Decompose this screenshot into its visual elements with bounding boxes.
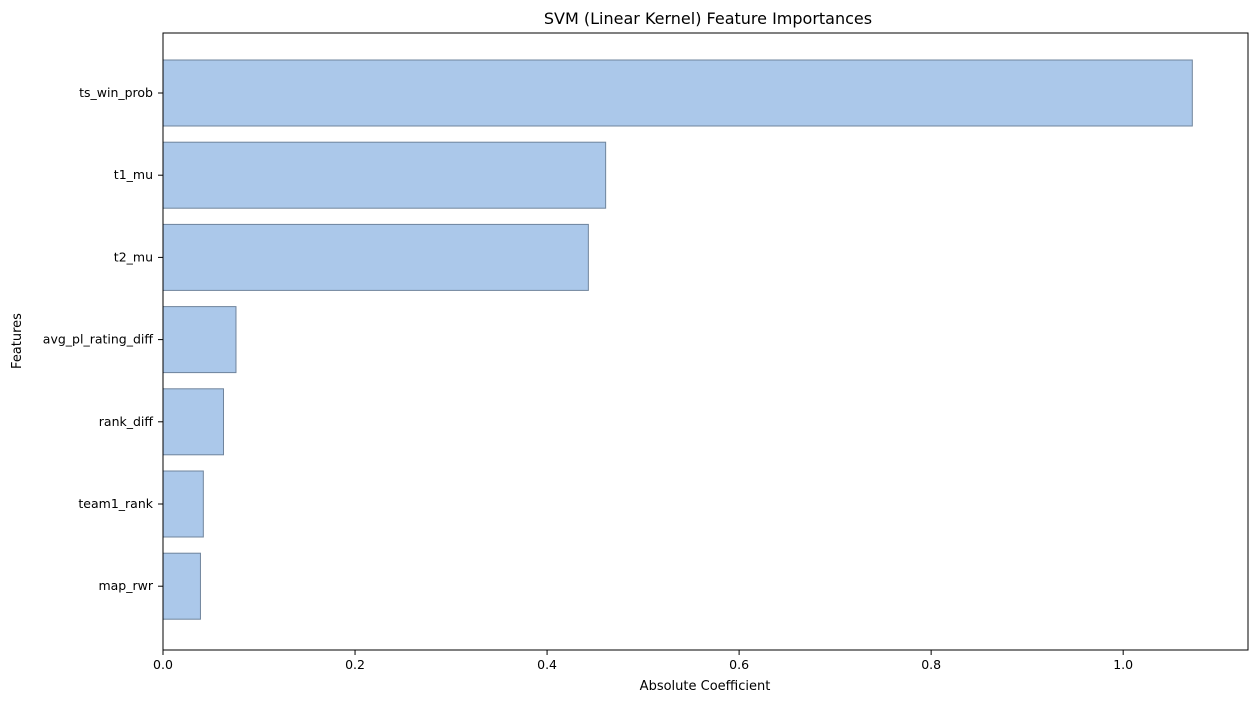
bars-layer [162,59,1193,620]
y-tick-label: rank_diff [99,414,154,429]
y-axis-label: Features [10,313,25,369]
y-tick-label: avg_pl_rating_diff [43,332,154,347]
x-tick-label: 1.0 [1113,657,1133,672]
x-tick-label: 0.8 [921,657,941,672]
y-ticks: ts_win_prob t1_mu t2_mu avg_pl_rating_diffr… [43,85,163,593]
bar-t2-mu [162,223,589,291]
plot-frame [162,32,1249,651]
bar-t1-mu [162,141,607,209]
bar-avg-pl-rating-diff [162,306,237,374]
bar-rank-diff [162,388,224,456]
x-axis-label: Absolute Coefficient [640,679,771,694]
x-tick-label: 0.2 [345,657,365,672]
bar-ts-win-prob [162,59,1193,127]
y-tick-label: t2_mu [114,249,153,264]
x-tick-label: 0.0 [153,657,173,672]
x-tick-label: 0.4 [537,657,557,672]
y-tick-label: t1_mu [114,167,153,182]
bar-team1-rank [162,470,204,538]
x-ticks: 0.0 0.2 0.4 0.6 0.8 1.0 [153,650,1133,672]
chart-title: SVM (Linear Kernel) Feature Importances [544,9,872,28]
y-tick-label: ts_win_prob [79,85,153,100]
y-tick-label: map_rwr [98,578,153,593]
x-tick-label: 0.6 [729,657,749,672]
y-tick-label: team1_rank [78,496,153,511]
bar-map-rwr [162,552,201,620]
